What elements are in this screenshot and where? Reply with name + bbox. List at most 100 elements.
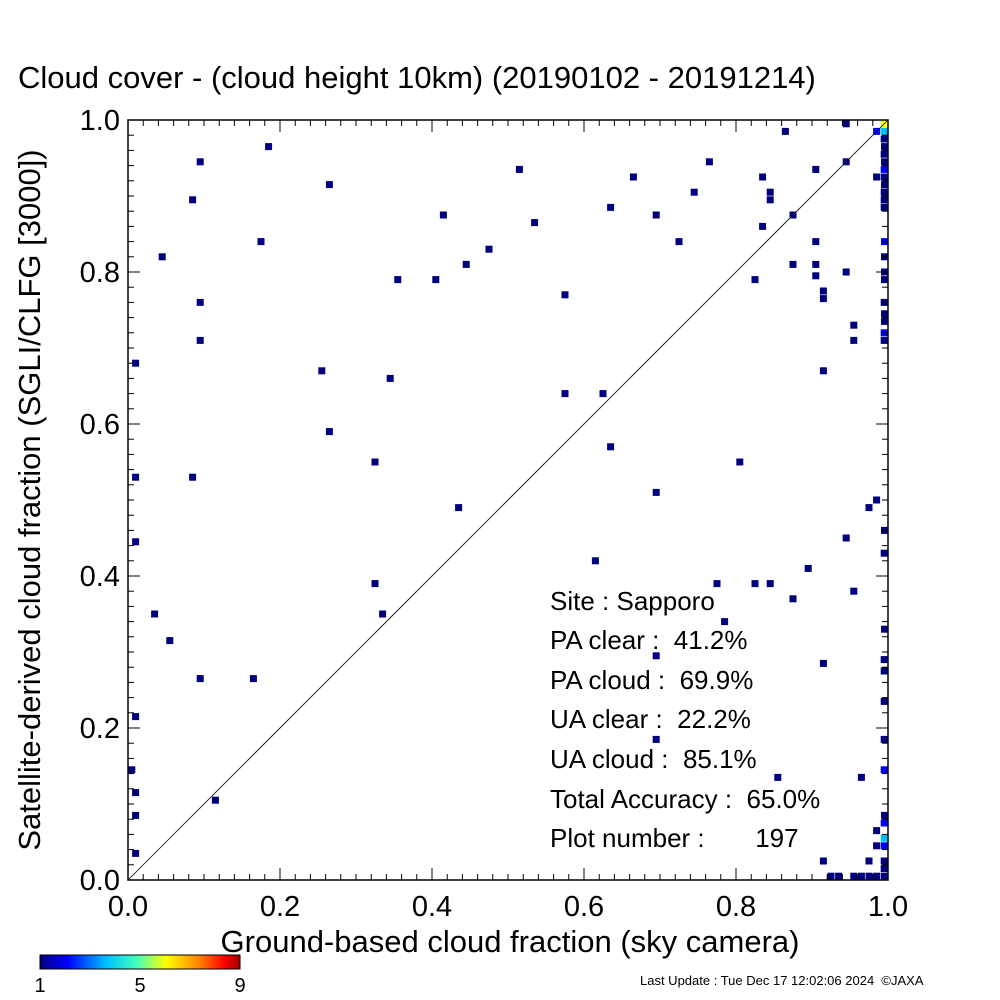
data-point (751, 580, 759, 588)
colorbar-label-max: 9 (234, 975, 245, 997)
data-point (812, 272, 820, 280)
data-point (132, 713, 140, 721)
colorbar-label-min: 1 (34, 975, 45, 997)
data-point (325, 181, 333, 189)
data-point (759, 222, 767, 230)
x-tick-label: 0.8 (716, 891, 756, 923)
data-point (607, 443, 615, 451)
data-point (736, 458, 744, 466)
data-point (881, 317, 888, 325)
data-point (880, 819, 888, 827)
data-point (865, 857, 873, 865)
data-point (132, 789, 140, 797)
data-point (880, 834, 888, 842)
stat-ua-clear: UA clear : 22.2% (550, 704, 751, 734)
data-point (881, 625, 888, 633)
data-point (675, 238, 683, 246)
data-point (812, 238, 820, 246)
data-point (881, 181, 888, 189)
data-point (629, 173, 637, 181)
data-point (371, 458, 379, 466)
data-point (880, 697, 888, 705)
data-point (789, 595, 797, 603)
stat-plot-number: Plot number : 197 (550, 823, 799, 853)
data-point (880, 865, 888, 873)
data-point (850, 587, 858, 595)
data-point (881, 310, 888, 318)
data-point (880, 842, 888, 850)
data-point (713, 580, 721, 588)
data-point (873, 496, 881, 504)
data-point (132, 538, 140, 546)
data-point (751, 276, 759, 284)
data-point (873, 842, 881, 850)
axis-ticks: 0.0 0.2 0.4 0.6 0.8 1.0 0.0 0.2 0.4 0.6 0.8 1.0 (80, 105, 908, 923)
data-point (132, 849, 140, 857)
data-point (881, 188, 888, 196)
last-update-footer: Last Update : Tue Dec 17 12:02:06 2024 ©… (640, 973, 924, 988)
data-point (819, 367, 827, 375)
data-point (880, 766, 888, 774)
data-point (386, 374, 394, 382)
data-point (865, 504, 873, 512)
data-point (196, 336, 204, 344)
data-point (881, 811, 888, 819)
data-point (652, 652, 660, 660)
data-point (394, 276, 402, 284)
data-point (880, 857, 888, 865)
data-point (265, 143, 273, 151)
data-point (455, 504, 463, 512)
data-point (881, 158, 888, 166)
data-point (880, 735, 888, 743)
data-point (804, 564, 812, 572)
data-point (128, 766, 136, 774)
data-point (196, 298, 204, 306)
data-point (873, 827, 881, 835)
data-point (196, 158, 204, 166)
data-point (880, 656, 888, 664)
y-tick-label: 0.8 (80, 257, 120, 289)
data-point (880, 135, 888, 143)
data-point (819, 287, 827, 295)
colorbar (39, 954, 241, 970)
data-point (880, 549, 888, 557)
y-tick-label: 0.4 (80, 561, 120, 593)
stats-box: Site : Sapporo PA clear : 41.2% PA cloud… (550, 586, 820, 853)
data-point (819, 659, 827, 667)
x-axis-label: Ground-based cloud fraction (sky camera) (221, 924, 800, 959)
data-point (880, 336, 888, 344)
data-point (812, 165, 820, 173)
data-point (561, 390, 569, 398)
data-point (561, 291, 569, 299)
data-point (151, 610, 159, 618)
data-point (759, 173, 767, 181)
data-point (789, 260, 797, 268)
y-tick-label: 0.2 (80, 713, 120, 745)
data-point (880, 165, 888, 173)
data-point (652, 488, 660, 496)
data-point (873, 872, 881, 880)
data-point (850, 872, 858, 880)
data-point (132, 359, 140, 367)
chart-title: Cloud cover - (cloud height 10km) (20190… (18, 60, 816, 95)
stat-site: Site : Sapporo (550, 586, 715, 616)
data-point (607, 203, 615, 211)
data-point (880, 150, 888, 158)
data-point (873, 173, 881, 181)
stat-ua-cloud: UA cloud : 85.1% (550, 744, 757, 774)
data-point (774, 773, 782, 781)
x-tick-label: 0.4 (412, 891, 452, 923)
data-point (880, 667, 888, 675)
x-tick-label: 0.0 (108, 891, 148, 923)
data-point (599, 390, 607, 398)
data-point (766, 580, 774, 588)
data-point (842, 120, 850, 128)
data-point (835, 872, 843, 880)
y-tick-label: 0.6 (80, 409, 120, 441)
data-point (132, 811, 140, 819)
data-point (189, 473, 197, 481)
data-point (880, 872, 888, 880)
x-tick-label: 0.6 (564, 891, 604, 923)
data-point (690, 188, 698, 196)
data-point (531, 219, 539, 227)
